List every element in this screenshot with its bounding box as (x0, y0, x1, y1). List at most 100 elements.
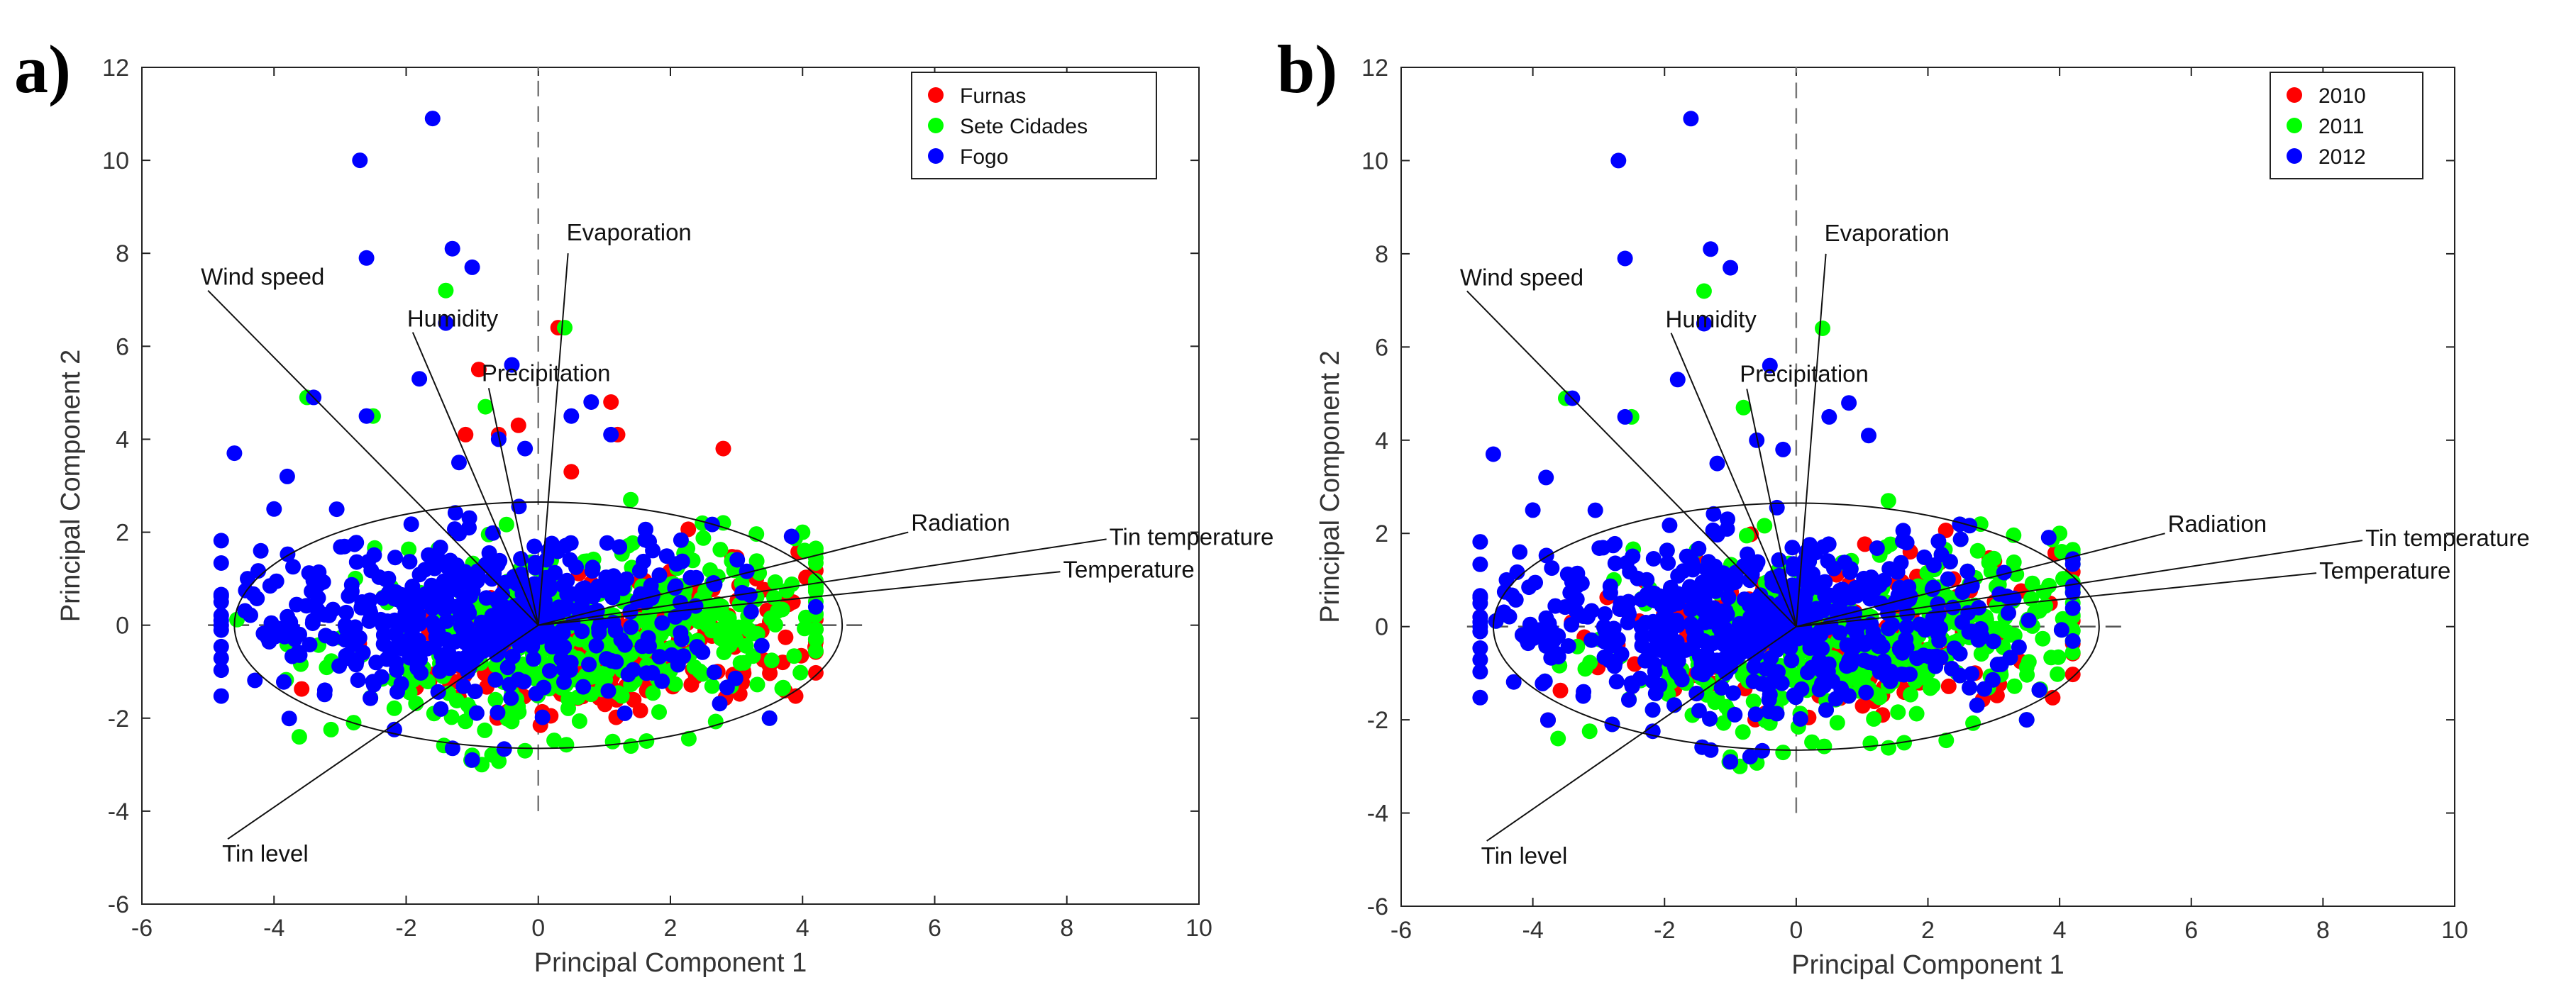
point-2012 (1720, 511, 1735, 528)
point-2012 (1472, 556, 1488, 572)
x-tick-label: -2 (1654, 917, 1675, 944)
panel-b: b) -6 -4 -2 0 2 4 6 8 10 -6 -4 -2 0 2 4 6 8 10 12 Principal … (1277, 31, 2530, 980)
point-2011 (1696, 283, 1712, 299)
point-2012 (1804, 659, 1820, 676)
vector-tin-temperature (538, 538, 1107, 626)
point-2012 (1720, 577, 1737, 594)
point-fogo (438, 591, 455, 607)
point-fogo (620, 667, 636, 683)
point-sete-cidades (557, 320, 573, 336)
point-2011 (1757, 518, 1773, 534)
point-fogo (651, 567, 668, 584)
point-fogo (640, 630, 656, 646)
point-fogo (463, 576, 478, 592)
point-fogo (617, 705, 633, 721)
point-fogo (631, 563, 648, 579)
point-2012 (1538, 469, 1554, 486)
vector-label-radiation: Radiation (911, 510, 1010, 536)
point-fogo (598, 569, 614, 586)
point-2012 (1820, 536, 1837, 552)
point-2012 (1560, 638, 1576, 654)
point-fogo (386, 640, 402, 657)
point-2012 (1514, 627, 1530, 643)
point-fogo (255, 625, 272, 642)
point-2012 (1472, 689, 1488, 706)
vector-wind-speed (1466, 290, 1797, 628)
point-sete-cidades (624, 535, 641, 551)
point-fogo (563, 535, 579, 551)
point-furnas (294, 681, 310, 697)
point-2012 (2064, 551, 2081, 567)
vector-label-tin-level: Tin level (1481, 842, 1568, 869)
point-fogo (575, 679, 592, 695)
point-2012 (1762, 686, 1778, 703)
point-fogo (268, 573, 284, 589)
point-fogo (600, 683, 617, 699)
vector-label-evaporation: Evaporation (1825, 220, 1950, 246)
point-fogo (668, 608, 683, 625)
y-tick-label: 6 (116, 333, 129, 360)
point-fogo (402, 554, 418, 570)
vector-temperature (538, 571, 1061, 626)
point-2012 (1610, 152, 1627, 169)
point-fogo (444, 240, 460, 257)
point-2012 (1691, 540, 1707, 557)
panel-label: a) (14, 31, 71, 107)
point-fogo (559, 586, 575, 603)
point-fogo (389, 684, 405, 700)
point-2012 (1837, 589, 1853, 606)
point-fogo (289, 596, 305, 613)
point-2012 (1659, 542, 1675, 559)
point-2012 (1766, 628, 1782, 644)
point-2012 (1891, 641, 1908, 657)
legend-entry: 2011 (2318, 115, 2365, 138)
x-tick-label: 10 (2441, 917, 2468, 944)
point-2012 (2000, 605, 2016, 621)
point-2011 (2041, 577, 2057, 594)
point-fogo (464, 752, 480, 768)
point-2012 (2064, 600, 2081, 616)
point-2010 (1937, 523, 1954, 538)
point-2012 (1720, 589, 1737, 606)
point-fogo (213, 613, 229, 629)
point-fogo (237, 603, 253, 619)
point-2012 (1709, 652, 1725, 669)
point-fogo (581, 657, 597, 673)
point-2012 (1736, 559, 1752, 574)
point-fogo (361, 613, 377, 629)
y-tick-label: 4 (1375, 428, 1388, 455)
point-2012 (1887, 594, 1903, 611)
point-sete-cidades (477, 722, 493, 738)
point-2012 (1472, 534, 1488, 550)
legend-entry: 2010 (2318, 84, 2366, 108)
point-sete-cidades (721, 611, 737, 626)
point-fogo (276, 674, 292, 690)
point-2012 (1549, 646, 1565, 662)
point-2012 (1991, 586, 2008, 602)
vector-humidity (1670, 333, 1797, 628)
point-2012 (1688, 686, 1705, 702)
vector-label-wind-speed: Wind speed (201, 264, 324, 290)
x-tick-label: 0 (1789, 917, 1803, 944)
x-tick-label: 4 (796, 915, 809, 942)
point-fogo (338, 604, 354, 620)
vector-humidity (411, 332, 539, 626)
point-fogo (337, 617, 353, 633)
y-tick-label: -6 (1367, 893, 1388, 920)
point-fogo (266, 501, 282, 517)
point-2012 (1575, 688, 1591, 704)
point-fogo (553, 624, 569, 640)
point-fogo (675, 648, 692, 664)
point-2012 (1504, 587, 1520, 603)
point-2012 (1472, 664, 1488, 680)
point-fogo (603, 426, 619, 442)
point-fogo (389, 662, 404, 678)
point-2012 (1959, 563, 1976, 579)
point-2012 (1972, 620, 1989, 637)
point-fogo (689, 639, 705, 655)
y-tick-label: 0 (1375, 614, 1388, 641)
point-2012 (1607, 555, 1623, 572)
legend-marker (928, 148, 944, 164)
point-2012 (1683, 111, 1699, 127)
scatter-points (213, 111, 824, 773)
